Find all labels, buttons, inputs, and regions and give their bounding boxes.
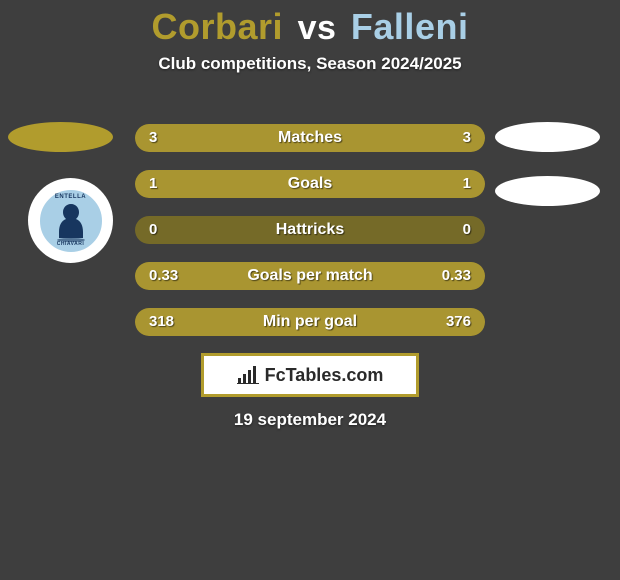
stats-container: 33Matches11Goals00Hattricks0.330.33Goals…	[135, 124, 485, 354]
stat-row: 0.330.33Goals per match	[135, 262, 485, 290]
date-label: 19 september 2024	[0, 410, 620, 430]
player2-name: Falleni	[351, 6, 469, 47]
stat-value-left: 0	[149, 216, 157, 244]
stat-value-left: 318	[149, 308, 174, 336]
bar-chart-icon	[237, 366, 259, 384]
stat-right-fill	[310, 124, 485, 152]
stat-value-right: 0	[463, 216, 471, 244]
crest-silhouette-icon	[51, 200, 91, 242]
team2-logo-placeholder-2	[495, 176, 600, 206]
stat-row: 318376Min per goal	[135, 308, 485, 336]
team2-logo-placeholder	[495, 122, 600, 152]
stat-row: 11Goals	[135, 170, 485, 198]
stat-value-right: 3	[463, 124, 471, 152]
stat-right-fill	[310, 170, 485, 198]
stat-value-left: 0.33	[149, 262, 178, 290]
team1-crest-inner: ENTELLA CHIAVARI	[37, 187, 105, 255]
team1-logo-placeholder	[8, 122, 113, 152]
crest-line2: CHIAVARI	[57, 242, 84, 247]
stat-left-fill	[135, 170, 310, 198]
content: Corbari vs Falleni Club competitions, Se…	[0, 0, 620, 580]
page-title: Corbari vs Falleni	[0, 0, 620, 48]
stat-label: Hattricks	[135, 216, 485, 244]
subtitle: Club competitions, Season 2024/2025	[0, 54, 620, 74]
stat-value-left: 3	[149, 124, 157, 152]
team1-crest: ENTELLA CHIAVARI	[28, 178, 113, 263]
stat-value-right: 0.33	[442, 262, 471, 290]
stat-left-fill	[135, 124, 310, 152]
stat-value-right: 376	[446, 308, 471, 336]
stat-value-left: 1	[149, 170, 157, 198]
branding[interactable]: FcTables.com	[201, 353, 419, 397]
stat-row: 33Matches	[135, 124, 485, 152]
stat-value-right: 1	[463, 170, 471, 198]
vs-label: vs	[298, 9, 337, 47]
stat-row: 0 0Hattricks	[135, 216, 485, 244]
player1-name: Corbari	[152, 6, 284, 47]
branding-label: FcTables.com	[265, 365, 384, 386]
